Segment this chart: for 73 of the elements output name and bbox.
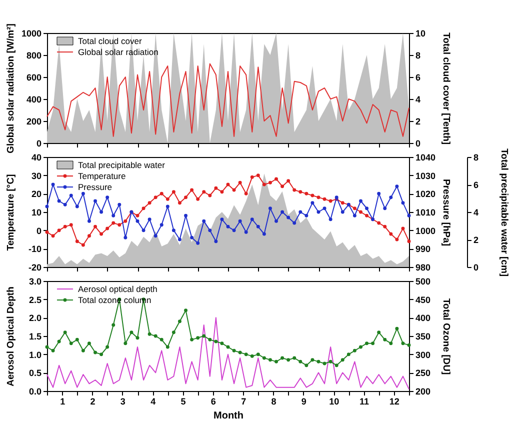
x-tick-label: 8 bbox=[271, 396, 276, 406]
y3-tick-label: 4 bbox=[474, 208, 479, 218]
y-tick-label: 40 bbox=[31, 152, 42, 162]
y2-axis-title: Total Ozone [DU] bbox=[440, 298, 452, 375]
x-axis-title: Month bbox=[214, 410, 244, 422]
x-tick-label: 7 bbox=[241, 396, 246, 406]
y2-tick-label: 2 bbox=[416, 116, 421, 126]
y2-tick-label: 200 bbox=[416, 386, 431, 396]
y2-tick-label: 6 bbox=[416, 72, 421, 82]
y2-tick-label: 500 bbox=[416, 276, 431, 286]
legend-label: Pressure bbox=[78, 182, 112, 192]
y-tick-label: 1000 bbox=[21, 28, 42, 38]
y2-tick-label: 250 bbox=[416, 368, 431, 378]
y-tick-label: 0.0 bbox=[28, 386, 42, 396]
y2-tick-label: 300 bbox=[416, 350, 431, 360]
y-axis-title: Temperature [°C] bbox=[6, 174, 16, 251]
y2-tick-label: 0 bbox=[416, 138, 421, 148]
y-tick-label: 800 bbox=[26, 50, 42, 60]
y2-tick-label: 1010 bbox=[416, 208, 436, 218]
legend-label: Global solar radiation bbox=[78, 47, 159, 57]
legend-label: Aerosol optical depth bbox=[78, 284, 158, 294]
legend-label: Total precipitable water bbox=[78, 160, 166, 170]
y2-tick-label: 980 bbox=[416, 262, 431, 272]
y-tick-label: 600 bbox=[26, 72, 42, 82]
y-tick-label: 1.0 bbox=[28, 350, 42, 360]
y-tick-label: 20 bbox=[31, 189, 42, 200]
x-tick-label: 11 bbox=[359, 396, 370, 406]
y-tick-label: 3.0 bbox=[28, 276, 42, 286]
y2-axis-title: Pressure [hPa] bbox=[440, 178, 452, 246]
y3-tick-label: 0 bbox=[474, 262, 479, 272]
x-tick-label: 12 bbox=[389, 396, 400, 406]
y-tick-label: 0.5 bbox=[28, 368, 42, 378]
x-tick-label: 3 bbox=[120, 396, 126, 406]
y-axis-title: Global solar radiation [W/m²] bbox=[6, 24, 16, 154]
y2-tick-label: 1040 bbox=[416, 152, 436, 162]
y-tick-label: -10 bbox=[28, 244, 42, 254]
line-series bbox=[46, 63, 410, 137]
y2-tick-label: 1000 bbox=[416, 226, 436, 236]
y2-tick-label: 990 bbox=[416, 244, 431, 254]
y2-tick-label: 1030 bbox=[416, 170, 436, 181]
y-tick-label: 2.5 bbox=[28, 294, 42, 305]
legend-label: Temperature bbox=[78, 171, 126, 181]
x-tick-label: 10 bbox=[329, 396, 340, 406]
y2-tick-label: 350 bbox=[416, 332, 431, 342]
y2-tick-label: 4 bbox=[416, 94, 421, 104]
y-tick-label: -20 bbox=[28, 262, 42, 272]
x-tick-label: 5 bbox=[180, 396, 186, 406]
y-axis-title: Aerosol Optical Depth bbox=[6, 286, 16, 386]
y-tick-label: 2.0 bbox=[28, 313, 42, 324]
y2-tick-label: 450 bbox=[416, 294, 431, 305]
line-series bbox=[46, 317, 410, 390]
x-tick-label: 6 bbox=[210, 396, 216, 406]
x-tick-label: 9 bbox=[301, 396, 306, 406]
y-tick-label: 0 bbox=[36, 138, 42, 148]
y3-tick-label: 6 bbox=[474, 180, 479, 190]
y-tick-label: 1.5 bbox=[28, 332, 42, 342]
y-tick-label: 0 bbox=[36, 226, 42, 236]
y3-tick-label: 8 bbox=[474, 152, 479, 162]
y3-tick-label: 2 bbox=[474, 235, 479, 245]
y-tick-label: 200 bbox=[26, 116, 42, 126]
y-tick-label: 30 bbox=[31, 170, 42, 181]
y3-axis-title: Total precipitable water [cm] bbox=[498, 148, 510, 277]
y2-tick-label: 400 bbox=[416, 313, 431, 324]
y2-tick-label: 1020 bbox=[416, 189, 436, 200]
legend-label: Total cloud cover bbox=[78, 36, 142, 46]
x-tick-label: 2 bbox=[90, 396, 96, 406]
y2-tick-label: 10 bbox=[416, 28, 426, 38]
y2-tick-label: 8 bbox=[416, 50, 421, 60]
y-tick-label: 10 bbox=[31, 208, 42, 218]
x-tick-label: 4 bbox=[150, 396, 156, 406]
y-tick-label: 400 bbox=[26, 94, 42, 104]
x-tick-label: 1 bbox=[60, 396, 66, 406]
y2-axis-title: Total cloud cover [Tenth] bbox=[440, 32, 452, 145]
